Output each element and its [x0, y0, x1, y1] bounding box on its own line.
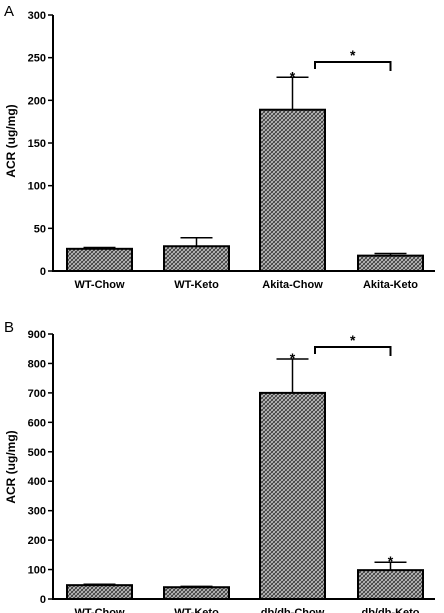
bar	[357, 569, 424, 601]
y-tick-label: 600	[28, 417, 46, 429]
y-tick-label: 100	[28, 565, 46, 577]
panel-a: A ACR (ug/mg) 0 50 100 150 200 250 300 WT-Chow W…	[4, 3, 435, 291]
x-tick-label: Akita-Chow	[262, 279, 323, 291]
y-tick-label: 250	[28, 53, 46, 65]
comparison-bracket	[314, 346, 392, 356]
bracket-star: *	[350, 332, 356, 348]
x-tick-label: WT-Chow	[74, 607, 125, 613]
y-tick-label: 400	[28, 476, 46, 488]
y-tick-label: 800	[28, 358, 46, 370]
x-tick-label: WT-Chow	[74, 279, 125, 291]
bar	[259, 108, 326, 272]
significance-star: *	[290, 68, 296, 84]
bracket-star: *	[350, 47, 356, 63]
y-tick-label: 900	[28, 329, 46, 341]
y-tick-label: 200	[28, 95, 46, 107]
y-tick-label: 0	[40, 594, 46, 606]
y-tick-label: 50	[34, 223, 46, 235]
y-tick-label: 300	[28, 506, 46, 518]
y-tick-label: 200	[28, 535, 46, 547]
comparison-bracket	[314, 61, 392, 71]
bar	[66, 584, 133, 601]
y-tick-label: 0	[40, 266, 46, 278]
y-tick-label: 300	[28, 10, 46, 22]
significance-star: *	[290, 350, 296, 366]
panel-label: B	[4, 319, 14, 336]
y-axis-title: ACR (ug/mg)	[4, 430, 18, 503]
x-tick-label: WT-Keto	[174, 607, 219, 613]
panel-label: A	[4, 3, 14, 20]
bar	[357, 254, 424, 272]
x-tick-label: db/db-Chow	[261, 607, 325, 613]
bar	[163, 245, 230, 272]
bar	[163, 586, 230, 601]
x-tick-label: db/db-Keto	[361, 607, 419, 613]
y-tick-label: 700	[28, 388, 46, 400]
panel-b: B ACR (ug/mg) 0 100 200 300 400 500 600 700 800 9…	[4, 319, 435, 613]
x-tick-label: Akita-Keto	[363, 279, 418, 291]
y-axis-title: ACR (ug/mg)	[4, 104, 18, 177]
x-tick-label: WT-Keto	[174, 279, 219, 291]
bar	[259, 391, 326, 600]
y-tick-label: 150	[28, 138, 46, 150]
significance-star: *	[388, 553, 394, 569]
y-tick-label: 100	[28, 181, 46, 193]
bar	[66, 247, 133, 273]
y-tick-label: 500	[28, 447, 46, 459]
